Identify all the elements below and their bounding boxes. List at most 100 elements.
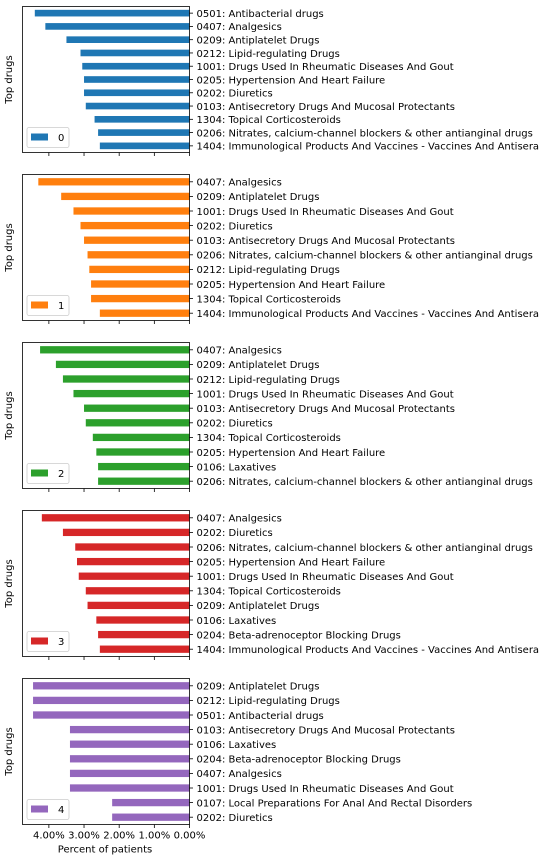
bar — [98, 477, 190, 485]
legend-swatch — [31, 805, 48, 813]
category-label: 0103: Antisecretory Drugs And Mucosal Pr… — [197, 404, 455, 415]
legend-swatch — [31, 301, 48, 309]
bar — [78, 572, 190, 580]
category-label: 1001: Drugs Used In Rheumatic Diseases A… — [197, 389, 454, 400]
axes-frame — [22, 510, 190, 657]
chart-panel-1: 0407: Analgesics 0209: Antiplatelet Drugs… — [4, 174, 540, 324]
bar — [112, 813, 190, 821]
category-label: 0205: Hypertension And Heart Failure — [197, 448, 386, 459]
category-label: 1304: Topical Corticosteroids — [197, 294, 341, 305]
bar — [76, 557, 190, 566]
category-label: 0212: Lipid-regulating Drugs — [197, 49, 340, 60]
bar — [91, 280, 190, 288]
bar — [84, 89, 190, 97]
bar — [33, 682, 190, 690]
bar — [38, 178, 190, 186]
bar — [66, 36, 190, 43]
category-label: 1404: Immunological Products And Vaccine… — [197, 142, 540, 153]
chart-panel-3: 0407: Analgesics 0202: Diuretics 0206: Nit… — [4, 510, 540, 660]
bar — [61, 192, 190, 201]
bar — [40, 346, 190, 354]
bar — [99, 142, 190, 150]
y-axis-label: Top drugs — [4, 391, 15, 440]
bar — [75, 543, 190, 551]
bar — [62, 375, 190, 383]
category-label: 0209: Antiplatelet Drugs — [197, 35, 320, 46]
bar — [112, 798, 190, 807]
chart-panel-0: 0501: Antibacterial drugs 0407: Analgesic… — [4, 6, 540, 156]
category-label: 0202: Diuretics — [197, 221, 273, 232]
legend-label: 4 — [58, 805, 64, 816]
category-label: 1001: Drugs Used In Rheumatic Diseases A… — [197, 572, 454, 583]
bar — [45, 23, 190, 30]
category-label: 0204: Beta-adrenoceptor Blocking Drugs — [197, 755, 401, 766]
category-label: 0407: Analgesics — [197, 346, 282, 357]
category-label: 0103: Antisecretory Drugs And Mucosal Pr… — [197, 725, 455, 736]
bar — [85, 587, 190, 595]
bar — [84, 236, 190, 244]
axes-frame — [22, 6, 190, 153]
category-label: 0501: Antibacterial drugs — [197, 711, 324, 722]
legend-label: 2 — [58, 469, 64, 480]
bar — [69, 755, 190, 763]
bar — [87, 251, 190, 259]
y-axis-label: Top drugs — [4, 223, 15, 272]
bar — [73, 207, 190, 215]
bar — [92, 433, 190, 442]
category-label: 0202: Diuretics — [197, 528, 273, 539]
category-label: 0206: Nitrates, calcium-channel blockers… — [197, 251, 533, 262]
bar — [73, 389, 190, 398]
legend-label: 3 — [58, 637, 64, 648]
category-label: 0106: Laxatives — [197, 462, 277, 473]
category-label: 1304: Topical Corticosteroids — [197, 115, 341, 126]
x-tick-label: 2.00% — [103, 831, 135, 842]
bar — [55, 360, 190, 369]
axes-frame — [22, 174, 190, 321]
category-label: 0501: Antibacterial drugs — [197, 9, 324, 20]
legend-swatch — [31, 469, 48, 477]
x-tick-label: 1.00% — [138, 831, 170, 842]
category-label: 1304: Topical Corticosteroids — [197, 433, 341, 444]
category-label: 0106: Laxatives — [197, 616, 277, 627]
category-label: 0205: Hypertension And Heart Failure — [197, 280, 386, 291]
bar — [62, 528, 190, 537]
category-label: 0407: Analgesics — [197, 178, 282, 189]
bar — [82, 62, 190, 70]
category-label: 0202: Diuretics — [197, 419, 273, 430]
bar — [98, 462, 190, 471]
category-label: 0206: Nitrates, calcium-channel blockers… — [197, 128, 533, 139]
bar — [84, 404, 190, 412]
category-label: 0209: Antiplatelet Drugs — [197, 192, 320, 203]
bar — [34, 9, 190, 17]
category-label: 0202: Diuretics — [197, 813, 273, 824]
bar — [69, 740, 190, 748]
category-label: 1404: Immunological Products And Vaccine… — [197, 309, 540, 320]
category-label: 0212: Lipid-regulating Drugs — [197, 696, 340, 707]
category-label: 0107: Local Preparations For Anal And Re… — [197, 798, 473, 809]
category-label: 1001: Drugs Used In Rheumatic Diseases A… — [197, 207, 454, 218]
bar — [84, 76, 190, 83]
y-axis-label: Top drugs — [4, 559, 15, 608]
category-label: 0205: Hypertension And Heart Failure — [197, 75, 386, 86]
bar — [98, 129, 190, 136]
bar — [41, 514, 190, 522]
category-label: 0205: Hypertension And Heart Failure — [197, 557, 386, 568]
category-label: 0103: Antisecretory Drugs And Mucosal Pr… — [197, 236, 455, 247]
bar — [85, 419, 190, 427]
bar — [94, 116, 190, 123]
bar — [91, 294, 190, 303]
category-label: 0206: Nitrates, calcium-channel blockers… — [197, 477, 533, 488]
bar — [33, 711, 190, 719]
chart-panel-4: 0209: Antiplatelet Drugs 0212: Lipid-regu… — [4, 678, 473, 828]
category-label: 0209: Antiplatelet Drugs — [197, 682, 320, 693]
bar — [98, 630, 190, 639]
x-tick-label: 4.00% — [33, 831, 65, 842]
x-axis-label: Percent of patients — [58, 845, 152, 856]
bar — [87, 601, 190, 610]
category-label: 0202: Diuretics — [197, 89, 273, 100]
category-label: 0407: Analgesics — [197, 22, 282, 33]
category-label: 0209: Antiplatelet Drugs — [197, 360, 320, 371]
category-label: 1404: Immunological Products And Vaccine… — [197, 645, 540, 656]
x-tick-label: 0.00% — [174, 831, 206, 842]
category-label: 0206: Nitrates, calcium-channel blockers… — [197, 543, 533, 554]
